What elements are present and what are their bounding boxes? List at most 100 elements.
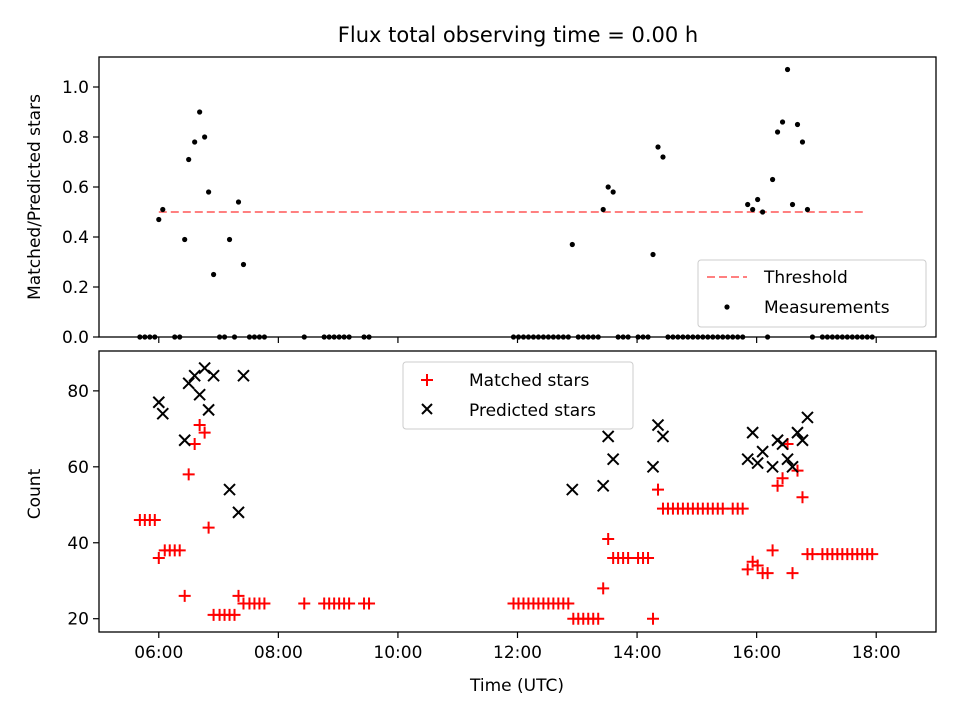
predicted-stars-legend-label: Predicted stars (469, 401, 596, 421)
measurement-point (779, 119, 786, 125)
matched-stars-point (866, 548, 879, 561)
predicted-stars-point (746, 426, 759, 439)
matched-stars-point (741, 563, 754, 576)
measurement-point (605, 184, 611, 190)
matched-stars-point (796, 491, 809, 504)
ratio-y-axis-label: Matched/Predicted stars (25, 94, 45, 300)
measurement-point (206, 189, 212, 195)
matched-stars-legend-swatch (421, 374, 433, 386)
predicted-stars-point (751, 456, 764, 470)
matched-stars-point (343, 597, 356, 610)
x-tick-label: 12:00 (493, 643, 542, 663)
matched-stars-point (298, 597, 311, 610)
predicted-stars-point (606, 453, 620, 466)
predicted-stars-point (188, 369, 201, 382)
measurement-point (760, 209, 766, 215)
measurement-point (745, 201, 751, 208)
predicted-stars-point (791, 426, 804, 439)
predicted-stars-point (776, 437, 789, 451)
measurement-point (186, 156, 192, 163)
count-y-tick-label: 60 (67, 458, 89, 478)
matched-stars-point (766, 544, 779, 557)
count-panel: 20 40 60 80 06:00 08:00 10:00 12:00 14:00 16:00 1… (25, 350, 937, 696)
ratio-y-tick-label: 0.8 (62, 128, 89, 148)
measurements-legend-swatch (724, 304, 730, 310)
measurement-point (235, 199, 242, 205)
predicted-stars-point (596, 479, 610, 493)
predicted-stars-point (156, 407, 169, 420)
measurement-point (192, 139, 198, 145)
predicted-stars-point (566, 483, 579, 496)
measurement-point (210, 271, 217, 278)
count-y-tick-label: 80 (67, 382, 89, 402)
predicted-stars-point (781, 453, 794, 466)
matched-stars-point (651, 483, 664, 496)
matched-stars-point (202, 521, 215, 534)
ratio-panel: 0.0 0.2 0.4 0.6 0.8 1.0 Matched/Predicted sta… (25, 56, 937, 348)
matched-stars-point (178, 589, 191, 602)
x-tick-label: 10:00 (373, 643, 422, 663)
measurement-point (197, 109, 203, 115)
matched-stars-point (761, 567, 774, 580)
count-y-tick-label: 40 (67, 534, 89, 554)
ratio-y-tick-label: 0.4 (62, 228, 89, 248)
measurement-point (755, 196, 761, 203)
matched-stars-point (602, 532, 615, 545)
matched-stars-point (188, 438, 201, 451)
count-y-tick-label: 20 (67, 610, 89, 630)
matched-stars-point (193, 419, 206, 432)
predicted-stars-point (178, 434, 191, 447)
matched-stars-point (751, 559, 764, 572)
measurement-point (182, 236, 188, 243)
ratio-y-tick-label: 0.0 (62, 328, 89, 348)
x-tick-label: 06:00 (134, 643, 183, 663)
measurement-point (655, 144, 661, 150)
measurement-point (794, 121, 801, 128)
predicted-stars-point (193, 388, 206, 401)
measurement-point (650, 251, 656, 258)
matched-stars-point (228, 608, 241, 621)
predicted-stars-point (223, 483, 236, 496)
matched-stars-point (198, 426, 211, 439)
chart-title: Flux total observing time = 0.00 h (338, 23, 698, 47)
measurement-point (226, 236, 233, 243)
count-y-axis: 20 40 60 80 (67, 382, 99, 630)
predicted-stars-point (651, 418, 665, 432)
ratio-x-axis (158, 337, 877, 343)
predicted-stars-point (796, 434, 809, 447)
measurement-point (769, 176, 776, 183)
count-x-axis: 06:00 08:00 10:00 12:00 14:00 16:00 18:00 (134, 632, 901, 663)
matched-stars-point (647, 612, 660, 625)
count-legend-box (402, 361, 634, 430)
measurement-point (774, 129, 781, 135)
matched-stars-point (786, 567, 799, 580)
ratio-y-tick-label: 0.2 (62, 278, 89, 298)
measurement-point (156, 216, 162, 223)
predicted-stars-point (207, 369, 220, 382)
predicted-stars-point (237, 369, 250, 382)
matched-stars-point (363, 597, 376, 610)
matched-stars-point (562, 597, 575, 610)
count-plot-area (133, 361, 879, 625)
threshold-legend-label: Threshold (763, 268, 848, 288)
measurement-point (804, 206, 811, 213)
predicted-stars-point (786, 460, 799, 474)
predicted-stars-point (766, 460, 779, 474)
matched-stars-point (771, 479, 784, 492)
ratio-y-tick-label: 1.0 (62, 78, 89, 98)
measurement-point (789, 201, 796, 208)
matched-stars-point (258, 597, 271, 610)
predicted-stars-point (202, 403, 215, 417)
measurement-point (750, 206, 756, 213)
measurement-point (202, 134, 208, 140)
measurement-point (610, 189, 616, 195)
predicted-stars-point (232, 506, 245, 519)
ratio-y-axis: 0.0 0.2 0.4 0.6 0.8 1.0 (62, 78, 99, 348)
matched-stars-point (182, 468, 195, 481)
predicted-stars-point (656, 430, 670, 443)
measurement-point (799, 139, 806, 145)
x-tick-label: 14:00 (613, 643, 662, 663)
count-legend: Matched stars Predicted stars (402, 361, 634, 430)
